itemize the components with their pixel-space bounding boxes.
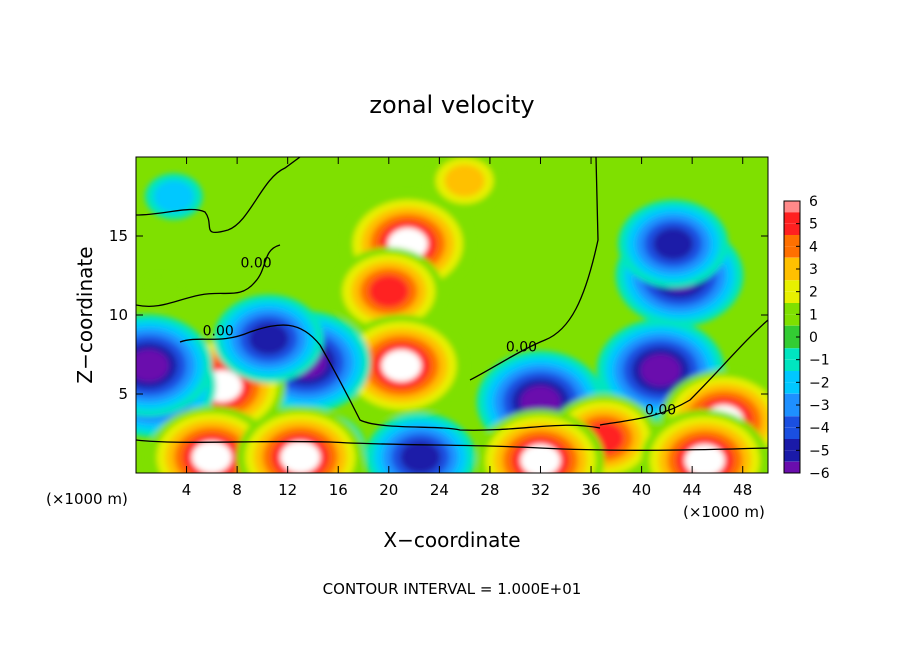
colorbar-swatch	[784, 291, 800, 303]
colorbar-tick-label: −2	[809, 375, 830, 391]
colorbar-swatch	[784, 348, 800, 360]
heatmap-blob-14-level-1	[153, 180, 194, 213]
colorbar-swatch	[784, 382, 800, 394]
zero-contour-left	[136, 244, 281, 307]
colorbar-tick-label: −6	[809, 466, 830, 482]
colorbar-swatch	[784, 427, 800, 439]
colorbar-tick-label: 3	[809, 262, 818, 278]
plot-area: 0.00 0.00 0.00 0.00	[136, 157, 768, 473]
heatmap-blob-21-level-5	[520, 444, 561, 473]
colorbar-swatch	[784, 269, 800, 281]
colorbar-swatch	[784, 405, 800, 417]
colorbar-swatch	[784, 450, 800, 462]
x-axis-label: X−coordinate	[383, 528, 520, 552]
colorbar-swatch	[784, 314, 800, 326]
zero-contours	[136, 157, 768, 451]
colorbar-swatch	[784, 337, 800, 349]
x-unit-label-left: (×1000 m)	[46, 490, 128, 508]
heatmap-blob-1-level-4	[368, 275, 409, 308]
contour-labels: 0.00 0.00 0.00 0.00	[203, 256, 677, 419]
colorbar-swatch	[784, 416, 800, 428]
colorbar-swatch	[784, 201, 800, 213]
x-tick-label: 44	[683, 481, 702, 499]
colorbar-swatch	[784, 359, 800, 371]
heatmap-blob-6-level-5	[136, 349, 169, 382]
heatmap-blob-19-level-5	[280, 441, 321, 473]
x-tick-label: 48	[733, 481, 752, 499]
y-tick-label: 5	[118, 385, 128, 403]
zero-contour-middle	[179, 324, 601, 431]
x-unit-label-right: (×1000 m)	[683, 503, 765, 521]
colorbar-swatch	[784, 257, 800, 269]
chart-title: zonal velocity	[369, 91, 534, 119]
colorbar-tick-label: −3	[809, 398, 830, 414]
heatmap-blob-20-level-4	[400, 441, 441, 473]
colorbar-tick-label: 6	[809, 194, 818, 210]
colorbar-swatch	[784, 371, 800, 383]
y-axis-ticks: 5 10 15	[109, 227, 768, 403]
heatmap-blob-13-level-2	[444, 164, 485, 197]
y-tick-label: 10	[109, 306, 128, 324]
x-tick-label: 28	[480, 481, 499, 499]
colorbar-swatch	[784, 393, 800, 405]
heatmap-field	[136, 157, 768, 473]
colorbar-tick-label: 5	[809, 217, 818, 233]
contour-label-3: 0.00	[645, 403, 676, 419]
colorbar	[783, 200, 801, 474]
colorbar-swatch	[784, 212, 800, 224]
colorbar-ticks: 6 5 4 3 2 1 0 −1 −2 −3 −4 −5 −6	[796, 194, 830, 482]
colorbar-swatch	[784, 223, 800, 235]
x-tick-label: 8	[232, 481, 242, 499]
x-tick-label: 16	[329, 481, 348, 499]
colorbar-tick-label: −4	[809, 421, 830, 437]
zero-contour-upper-left	[136, 157, 301, 234]
x-tick-label: 32	[531, 481, 550, 499]
heatmap-blob-7-level-5	[520, 385, 561, 418]
zero-contour-right	[469, 157, 599, 381]
x-tick-label: 20	[379, 481, 398, 499]
x-tick-label: 24	[430, 481, 449, 499]
x-tick-label: 4	[182, 481, 192, 499]
contour-label-1: 0.00	[203, 324, 234, 340]
colorbar-swatch	[784, 325, 800, 337]
colorbar-tick-label: 1	[809, 307, 818, 323]
x-tick-label: 12	[278, 481, 297, 499]
heatmap-blob-2-level-5	[381, 349, 422, 382]
x-tick-label: 40	[632, 481, 651, 499]
zero-contour-lower-right	[599, 319, 768, 426]
colorbar-tick-label: 2	[809, 285, 818, 301]
colorbar-swatch	[784, 280, 800, 292]
contour-label-0: 0.00	[241, 256, 272, 272]
colorbar-tick-label: 0	[809, 330, 818, 346]
colorbar-swatch	[784, 303, 800, 315]
zero-contour-bottom	[136, 439, 768, 451]
y-tick-label: 15	[109, 227, 128, 245]
colorbar-swatch	[784, 246, 800, 258]
heatmap-blob-8-level-5	[640, 354, 681, 387]
y-axis-label: Z−coordinate	[73, 246, 97, 383]
colorbar-swatch	[784, 461, 800, 473]
heatmap-blob-22-level-5	[684, 444, 725, 473]
heatmap-blob-18-level-5	[191, 441, 232, 473]
colorbar-tick-label: 4	[809, 239, 818, 255]
colorbar-swatch	[784, 235, 800, 247]
heatmap-blob-11-level-4	[248, 322, 289, 355]
colorbar-swatch	[784, 439, 800, 451]
colorbar-tick-label: −5	[809, 443, 830, 459]
heatmap-blob-15-level-0	[141, 275, 182, 308]
heatmap-blob-12-level-4	[653, 227, 694, 260]
x-axis-ticks: 4 8 12 16 20 24 28 32 36 40 44 48	[182, 157, 752, 499]
colorbar-tick-label: −1	[809, 353, 830, 369]
x-tick-label: 36	[581, 481, 600, 499]
contour-interval-footer: CONTOUR INTERVAL = 1.000E+01	[323, 580, 582, 598]
contour-label-2: 0.00	[506, 339, 537, 355]
